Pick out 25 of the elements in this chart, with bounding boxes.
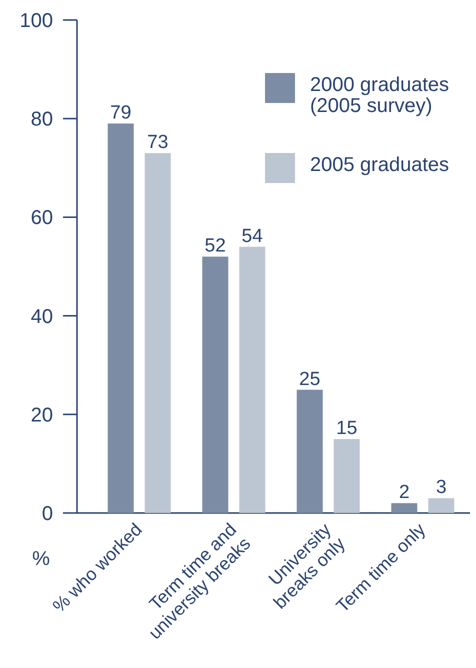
bar — [144, 153, 171, 513]
data-label: 2 — [398, 482, 410, 504]
legend-label: 2000 graduates (2005 survey) — [310, 74, 450, 117]
y-tick-label: 20 — [30, 404, 53, 426]
bar — [391, 503, 418, 513]
legend-label: 2005 graduates — [310, 154, 450, 176]
data-label: 3 — [436, 477, 447, 498]
y-axis-title: % — [32, 548, 50, 570]
y-tick-label: 0 — [42, 503, 53, 525]
data-label: 79 — [110, 102, 132, 124]
bar — [428, 498, 454, 513]
data-label: 52 — [204, 236, 226, 257]
y-tick-label: 40 — [30, 306, 53, 328]
y-tick-label: 80 — [30, 108, 53, 131]
bar — [296, 390, 323, 513]
data-label: 25 — [299, 368, 320, 390]
y-tick-label: 60 — [30, 207, 53, 230]
data-label: 15 — [336, 418, 358, 440]
data-label: 54 — [242, 226, 264, 247]
bar — [334, 439, 360, 513]
bar — [239, 246, 266, 513]
bar — [108, 124, 134, 513]
data-label: 73 — [147, 132, 168, 154]
bar — [202, 256, 228, 513]
y-tick-label: 100 — [20, 10, 53, 32]
